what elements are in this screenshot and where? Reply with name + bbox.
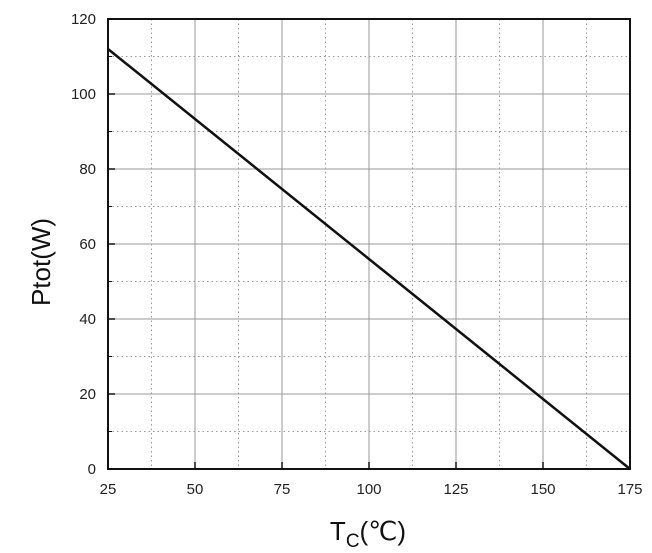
x-tick-label: 125	[443, 481, 468, 498]
x-axis-title: TC(℃)	[330, 516, 406, 552]
y-tick-label: 60	[79, 236, 96, 253]
axis-ticks	[107, 18, 631, 470]
y-tick-label: 80	[79, 161, 96, 178]
y-axis-title: Ptot(W)	[26, 218, 56, 306]
y-tick-label: 40	[79, 311, 96, 328]
x-tick-labels: 25 50 75 100 125 150 175	[100, 481, 643, 498]
x-tick-label: 175	[617, 481, 642, 498]
y-tick-label: 20	[79, 386, 96, 403]
x-tick-label: 150	[530, 481, 555, 498]
grid	[108, 19, 630, 469]
y-tick-label: 100	[71, 86, 96, 103]
x-tick-label: 100	[356, 481, 381, 498]
y-tick-label: 120	[71, 11, 96, 28]
x-tick-label: 75	[274, 481, 291, 498]
y-tick-labels: 0 20 40 60 80 100 120	[71, 11, 96, 478]
x-tick-label: 50	[187, 481, 204, 498]
y-tick-label: 0	[88, 461, 96, 478]
x-tick-label: 25	[100, 481, 117, 498]
series	[107, 48, 631, 470]
series-line	[107, 48, 631, 470]
